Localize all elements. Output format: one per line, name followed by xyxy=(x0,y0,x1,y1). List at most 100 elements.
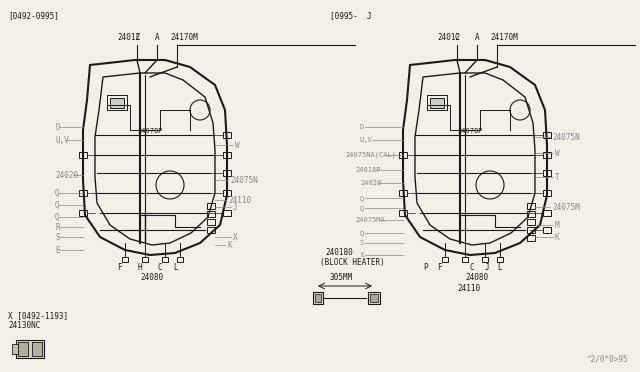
Text: S: S xyxy=(55,232,60,241)
Bar xyxy=(223,132,231,138)
Bar xyxy=(543,210,551,216)
Bar xyxy=(442,257,448,262)
Bar xyxy=(399,190,407,196)
Bar xyxy=(122,257,128,262)
Bar xyxy=(207,203,215,209)
Text: E: E xyxy=(360,252,364,258)
Bar xyxy=(142,257,148,262)
Bar xyxy=(107,95,127,110)
Text: S: S xyxy=(360,240,364,246)
Bar xyxy=(527,235,535,241)
Bar xyxy=(370,294,378,302)
Text: 305MM: 305MM xyxy=(330,273,353,282)
Text: P: P xyxy=(423,263,428,272)
Text: 24080: 24080 xyxy=(140,273,163,282)
Text: 24012: 24012 xyxy=(437,33,460,42)
Text: 24170M: 24170M xyxy=(490,33,518,42)
Bar xyxy=(399,210,407,216)
Text: 24078P: 24078P xyxy=(137,128,163,134)
Bar xyxy=(12,344,18,354)
Bar xyxy=(16,340,44,358)
Text: L: L xyxy=(173,263,178,272)
Bar xyxy=(223,152,231,158)
Text: C: C xyxy=(135,33,140,42)
Text: 24110: 24110 xyxy=(228,196,251,205)
Bar xyxy=(313,292,323,304)
Text: [0492-0995]: [0492-0995] xyxy=(8,11,59,20)
Text: 24075M: 24075M xyxy=(552,202,580,212)
Bar xyxy=(543,190,551,196)
Bar xyxy=(32,342,42,356)
Text: X: X xyxy=(233,232,237,241)
Bar xyxy=(543,152,551,158)
Bar xyxy=(399,152,407,158)
Bar xyxy=(368,292,380,304)
Text: U,V: U,V xyxy=(360,137,372,143)
Text: E: E xyxy=(55,246,60,254)
Text: 24012: 24012 xyxy=(117,33,140,42)
Bar xyxy=(79,210,87,216)
Text: Q: Q xyxy=(360,205,364,211)
Bar xyxy=(527,203,535,209)
Bar xyxy=(527,219,535,225)
Bar xyxy=(177,257,183,262)
Bar xyxy=(18,342,28,356)
Text: X [0492-1193]: X [0492-1193] xyxy=(8,311,68,320)
Text: U,V: U,V xyxy=(55,135,69,144)
Text: F: F xyxy=(437,263,442,272)
Text: 24075NA(CAL): 24075NA(CAL) xyxy=(345,152,396,158)
Text: D: D xyxy=(55,122,60,131)
Text: [0995-  J: [0995- J xyxy=(330,11,372,20)
Text: ^2/0*0>95: ^2/0*0>95 xyxy=(586,355,628,364)
Text: 24170M: 24170M xyxy=(170,33,198,42)
Bar xyxy=(527,227,535,233)
Text: 24020: 24020 xyxy=(360,180,381,186)
Text: K: K xyxy=(555,232,559,241)
Text: 24020: 24020 xyxy=(55,170,78,180)
Text: 240180: 240180 xyxy=(325,248,353,257)
Bar xyxy=(207,211,215,217)
Text: 24110: 24110 xyxy=(457,284,480,293)
Text: Q: Q xyxy=(360,195,364,201)
Text: M: M xyxy=(555,221,559,230)
Text: Q: Q xyxy=(360,230,364,236)
Bar xyxy=(79,190,87,196)
Bar xyxy=(482,257,488,262)
Bar xyxy=(223,210,231,216)
Text: 24018P: 24018P xyxy=(355,167,381,173)
Text: Q: Q xyxy=(55,189,60,198)
Bar xyxy=(79,152,87,158)
Text: Q: Q xyxy=(55,212,60,221)
Text: C: C xyxy=(470,263,475,272)
Text: R: R xyxy=(55,222,60,231)
Bar xyxy=(497,257,503,262)
Text: W: W xyxy=(555,148,559,157)
Text: 24130NC: 24130NC xyxy=(8,321,40,330)
Bar xyxy=(162,257,168,262)
Text: J: J xyxy=(485,263,490,272)
Text: C: C xyxy=(455,33,460,42)
Text: L: L xyxy=(497,263,502,272)
Text: Q: Q xyxy=(55,201,60,209)
Text: H: H xyxy=(137,263,141,272)
Bar xyxy=(110,98,124,108)
Bar xyxy=(207,227,215,233)
Bar xyxy=(462,257,468,262)
Text: 24075N: 24075N xyxy=(230,176,258,185)
Text: 24080: 24080 xyxy=(465,273,488,282)
Bar xyxy=(527,211,535,217)
Text: (BLOCK HEATER): (BLOCK HEATER) xyxy=(320,258,385,267)
Bar xyxy=(430,98,444,108)
Bar xyxy=(543,170,551,176)
Bar xyxy=(223,170,231,176)
Bar xyxy=(543,227,551,233)
Text: A: A xyxy=(475,33,479,42)
Text: J: J xyxy=(233,202,237,212)
Text: 24078P: 24078P xyxy=(457,128,483,134)
Text: F: F xyxy=(117,263,122,272)
Bar xyxy=(223,190,231,196)
Bar xyxy=(543,132,551,138)
Bar xyxy=(427,95,447,110)
Text: C: C xyxy=(157,263,162,272)
Text: 24075MA: 24075MA xyxy=(355,217,385,223)
